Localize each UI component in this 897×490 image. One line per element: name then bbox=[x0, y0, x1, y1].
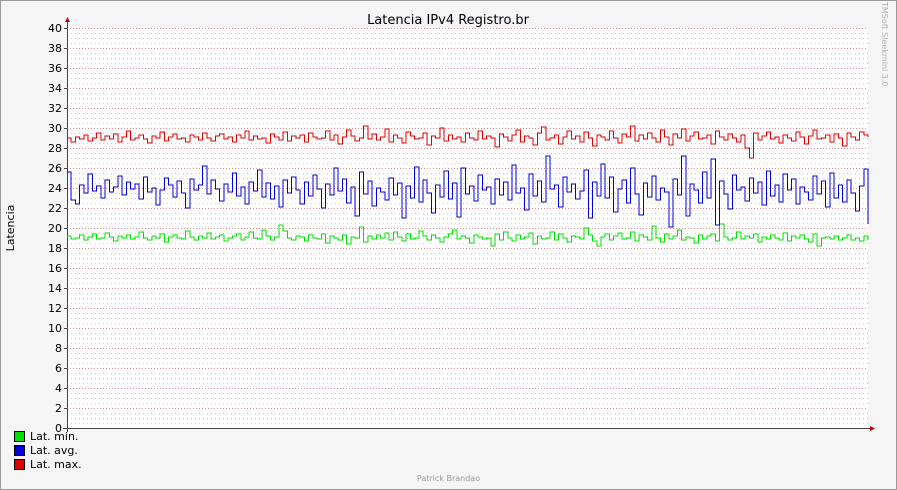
y-tick-label: 22 bbox=[48, 202, 62, 215]
y-axis-label: Latencia bbox=[4, 205, 17, 252]
y-tick-label: 6 bbox=[55, 362, 62, 375]
y-tick-label: 36 bbox=[48, 62, 62, 75]
series-line-avg bbox=[67, 155, 869, 228]
y-tick-label: 10 bbox=[48, 322, 62, 335]
y-tick-label: 26 bbox=[48, 162, 62, 175]
legend-item-max: Lat. max. bbox=[14, 458, 82, 471]
watermark: TMSoft Sleekmini 3.0 bbox=[880, 2, 889, 87]
axes bbox=[63, 17, 875, 432]
credit-text: Patrick Brandao bbox=[416, 474, 481, 483]
legend-item-min: Lat. min. bbox=[14, 430, 78, 443]
grid-lines bbox=[67, 28, 868, 429]
legend-item-avg: Lat. avg. bbox=[14, 444, 78, 457]
y-axis-arrow bbox=[65, 17, 70, 22]
series-lines bbox=[67, 125, 869, 247]
y-tick-label: 28 bbox=[48, 142, 62, 155]
y-tick-label: 12 bbox=[48, 302, 62, 315]
legend-label-max: Lat. max. bbox=[30, 458, 82, 471]
y-tick-label: 8 bbox=[55, 342, 62, 355]
legend-label-min: Lat. min. bbox=[30, 430, 79, 443]
legend-swatch-avg bbox=[14, 445, 25, 456]
plot-area bbox=[67, 28, 868, 428]
x-axis-arrow bbox=[870, 426, 875, 431]
chart-title: Latencia IPv4 Registro.br bbox=[367, 13, 530, 28]
y-tick-label: 40 bbox=[48, 22, 62, 35]
y-tick-label: 4 bbox=[55, 382, 62, 395]
y-tick-label: 14 bbox=[48, 282, 62, 295]
y-tick-label: 34 bbox=[48, 82, 62, 95]
y-tick-label: 2 bbox=[55, 402, 62, 415]
y-tick-label: 16 bbox=[48, 262, 62, 275]
series-line-max bbox=[67, 125, 869, 159]
y-tick-label: 0 bbox=[55, 422, 62, 435]
y-tick-label: 18 bbox=[48, 242, 62, 255]
y-tick-label: 32 bbox=[48, 102, 62, 115]
legend-label-avg: Lat. avg. bbox=[30, 444, 78, 457]
series-line-min bbox=[67, 223, 869, 247]
y-tick-label: 20 bbox=[48, 222, 62, 235]
y-tick-label: 30 bbox=[48, 122, 62, 135]
legend-swatch-max bbox=[14, 459, 25, 470]
y-tick-label: 24 bbox=[48, 182, 62, 195]
legend-swatch-min bbox=[14, 431, 25, 442]
y-tick-label: 38 bbox=[48, 42, 62, 55]
